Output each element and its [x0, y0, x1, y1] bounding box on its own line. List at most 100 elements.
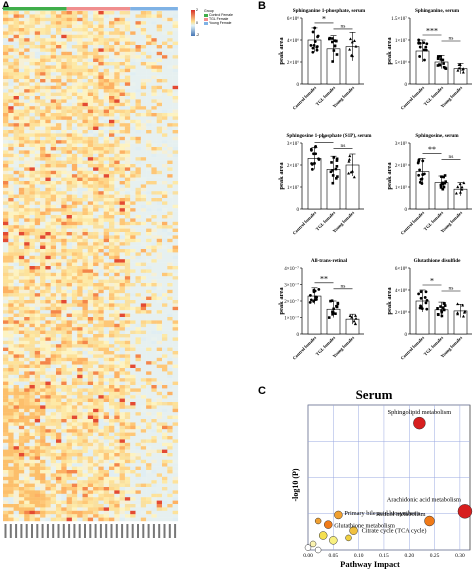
heatmap-cell — [135, 470, 141, 474]
heatmap-cell — [66, 126, 73, 131]
heatmap-cell — [167, 204, 173, 209]
heatmap-cell — [56, 347, 62, 352]
heatmap-cell — [103, 119, 110, 124]
heatmap-cell — [124, 119, 131, 124]
heatmap-cell — [167, 272, 173, 277]
heatmap-cell — [87, 405, 94, 409]
heatmap-cell — [156, 218, 163, 222]
heatmap-cell — [66, 313, 73, 318]
heatmap-cell — [18, 68, 25, 73]
heatmap-cell — [82, 279, 88, 284]
heatmap-cell — [151, 11, 157, 15]
heatmap-cell — [130, 289, 136, 294]
heatmap-cell — [135, 490, 141, 494]
heatmap-cell — [140, 177, 147, 182]
heatmap-cell — [45, 500, 51, 505]
heatmap-cell — [109, 136, 115, 141]
heatmap-cell — [109, 143, 115, 148]
heatmap-cell — [146, 408, 152, 413]
heatmap-cell — [56, 48, 62, 52]
heatmap-cell — [167, 245, 173, 250]
heatmap-cell — [13, 327, 20, 331]
heatmap-cell — [40, 65, 46, 69]
heatmap-cell — [40, 517, 46, 522]
heatmap-cell — [114, 368, 120, 372]
heatmap-cell — [130, 419, 136, 423]
heatmap-cell — [156, 374, 163, 379]
heatmap-cell — [24, 38, 30, 42]
heatmap-cell — [167, 344, 173, 348]
heatmap-cell — [167, 419, 173, 423]
heatmap-cell — [140, 255, 147, 260]
heatmap-cell — [8, 459, 14, 464]
heatmap-cell — [56, 459, 62, 464]
heatmap-cell — [77, 381, 83, 386]
heatmap-cell — [114, 283, 120, 287]
heatmap-cell — [66, 225, 73, 229]
heatmap-cell — [87, 439, 94, 443]
heatmap-cell — [8, 126, 14, 131]
heatmap-cell — [167, 14, 173, 18]
heatmap-cell — [8, 48, 14, 52]
heatmap-cell — [77, 412, 83, 416]
heatmap-cell — [172, 198, 179, 202]
heatmap-cell — [8, 21, 14, 25]
heatmap-cell — [24, 385, 30, 389]
heatmap-cell — [130, 354, 136, 358]
heatmap-cell — [146, 82, 152, 86]
heatmap-cell — [77, 378, 83, 382]
heatmap-cell — [146, 164, 152, 168]
heatmap-cell — [13, 310, 20, 314]
heatmap-cell — [87, 364, 94, 369]
heatmap-cell — [50, 184, 57, 188]
heatmap-cell — [87, 45, 94, 49]
heatmap-cell — [103, 463, 110, 467]
heatmap-cell — [8, 425, 14, 430]
heatmap-cell — [135, 194, 141, 199]
heatmap-cell — [56, 208, 62, 212]
heatmap-cell — [61, 507, 67, 511]
heatmap-cell — [66, 347, 73, 352]
heatmap-cell — [146, 514, 152, 518]
heatmap-cell — [109, 41, 115, 46]
heatmap-cell — [124, 306, 131, 311]
heatmap-cell — [103, 164, 110, 168]
heatmap-cell — [130, 480, 136, 484]
heatmap-cell — [124, 143, 131, 148]
heatmap-cell — [8, 504, 14, 508]
heatmap-cell — [162, 313, 168, 318]
heatmap-cell — [140, 150, 147, 154]
heatmap-cell — [24, 317, 30, 321]
heatmap-cell — [87, 334, 94, 338]
heatmap-cell — [162, 228, 168, 233]
heatmap-cell — [109, 252, 115, 256]
heatmap-cell — [8, 215, 14, 219]
heatmap-cell — [61, 327, 67, 331]
heatmap-cell — [50, 374, 57, 379]
heatmap-cell — [109, 262, 115, 267]
heatmap-cell — [3, 405, 9, 409]
heatmap-cell — [18, 211, 25, 216]
heatmap-cell — [162, 425, 168, 430]
heatmap-cell — [24, 48, 30, 52]
heatmap-cell — [77, 262, 83, 267]
heatmap-cell — [156, 425, 163, 430]
heatmap-cell — [82, 221, 88, 226]
heatmap-cell — [18, 412, 25, 416]
heatmap-cell — [140, 38, 147, 42]
heatmap-cell — [124, 473, 131, 477]
heatmap-cell — [124, 412, 131, 416]
heatmap-cell — [34, 113, 41, 117]
heatmap-cell — [93, 504, 99, 508]
heatmap-cell — [56, 517, 62, 522]
heatmap-cell — [8, 259, 14, 263]
heatmap-cell — [66, 405, 73, 409]
heatmap-cell — [119, 480, 126, 484]
heatmap-cell — [77, 55, 83, 59]
heatmap-cell — [40, 500, 46, 505]
heatmap-cell — [135, 480, 141, 484]
heatmap-cell — [40, 45, 46, 49]
heatmap-cell — [119, 143, 126, 148]
heatmap-cell — [103, 11, 110, 15]
heatmap-cell — [87, 371, 94, 375]
